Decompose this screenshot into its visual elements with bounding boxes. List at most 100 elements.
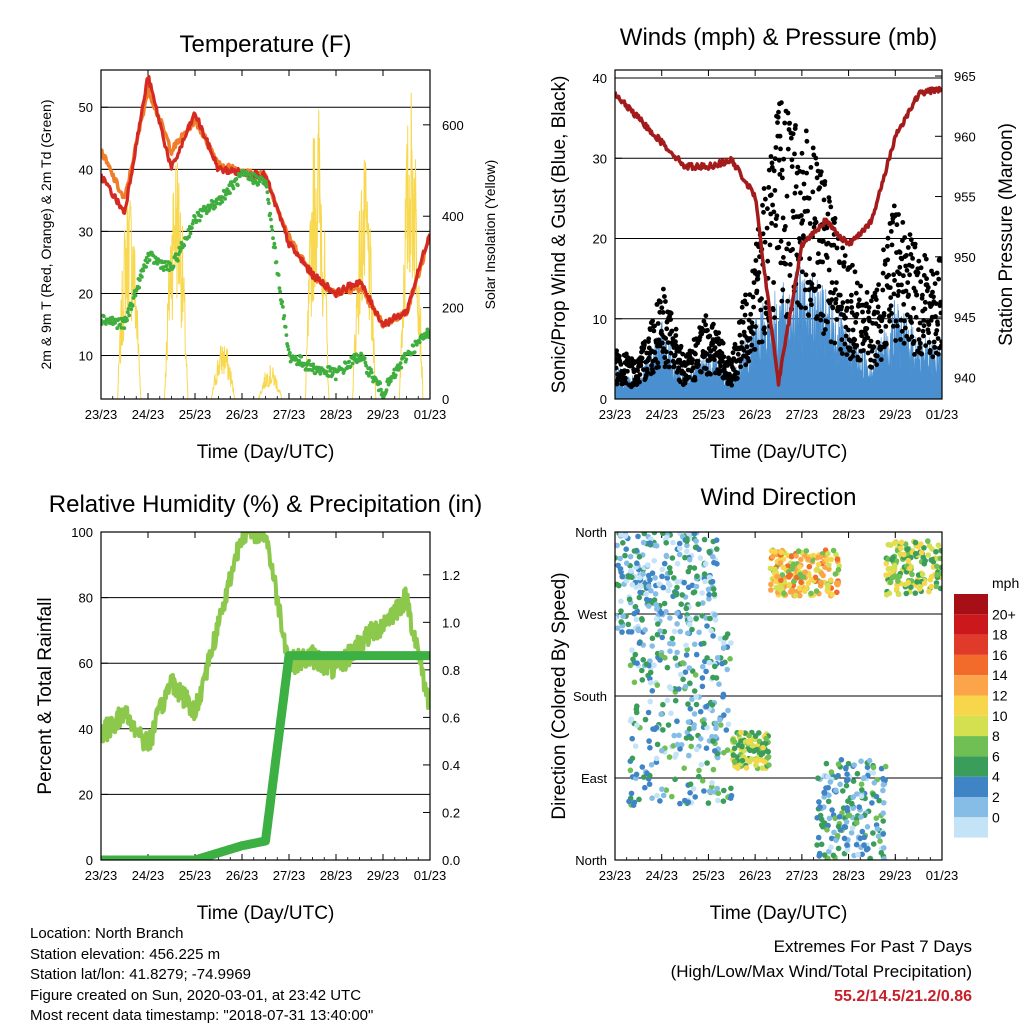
direction-point: [922, 557, 928, 564]
direction-point: [854, 816, 860, 822]
gust-point: [663, 299, 668, 304]
direction-point: [712, 663, 718, 670]
direction-point: [933, 583, 939, 590]
dewpoint-point: [125, 318, 129, 323]
y-tick-label-right: 955: [954, 190, 976, 205]
direction-point: [683, 735, 690, 741]
gust-point: [853, 320, 859, 325]
direction-point: [618, 608, 624, 614]
direction-point: [629, 647, 635, 653]
latlon-text: Station lat/lon: 41.8279; -74.9969: [30, 966, 252, 984]
direction-point: [887, 579, 894, 586]
gust-point: [786, 241, 791, 247]
gust-point: [850, 353, 856, 359]
direction-point: [668, 710, 674, 717]
direction-point: [674, 741, 681, 748]
direction-point: [826, 792, 832, 798]
gust-point: [771, 280, 776, 285]
dewpoint-point: [284, 333, 289, 337]
direction-point: [798, 579, 804, 586]
direction-point: [907, 565, 913, 572]
direction-point: [681, 579, 687, 586]
direction-point: [836, 814, 843, 820]
direction-point: [880, 818, 886, 824]
direction-point: [646, 583, 652, 590]
direction-point: [627, 767, 634, 774]
direction-point: [680, 676, 686, 683]
gust-point: [784, 193, 790, 199]
direction-point: [806, 563, 813, 570]
direction-point: [615, 555, 618, 561]
direction-point: [861, 775, 867, 781]
y-tick-label-right: 0: [442, 392, 449, 407]
direction-point: [712, 748, 718, 754]
recent-text: Most recent data timestamp: "2018-07-31 …: [30, 1007, 374, 1025]
gust-point: [779, 298, 785, 304]
dewpoint-point: [271, 236, 275, 241]
x-tick-label: 29/23: [879, 868, 912, 883]
gust-point: [655, 360, 661, 366]
direction-point: [652, 591, 659, 597]
gust-point: [912, 241, 918, 247]
gust-point: [917, 320, 923, 326]
direction-point: [880, 831, 887, 837]
direction-point: [630, 656, 636, 662]
direction-point: [898, 539, 905, 546]
x-tick-label: 23/23: [599, 407, 632, 422]
dewpoint-point: [127, 313, 132, 318]
gust-point: [663, 349, 669, 355]
gust-point: [880, 287, 886, 293]
direction-point: [676, 540, 683, 547]
direction-point: [664, 575, 671, 581]
direction-point: [716, 681, 722, 687]
gust-point: [737, 332, 743, 338]
gust-point: [916, 337, 922, 342]
gust-point: [930, 354, 936, 360]
gust-point: [771, 168, 777, 174]
dewpoint-point: [286, 347, 291, 352]
direction-point: [717, 635, 724, 642]
direction-point: [834, 556, 841, 562]
gust-point: [905, 280, 911, 285]
y-tick-label-left: 40: [79, 722, 93, 737]
direction-point: [645, 709, 652, 716]
gust-point: [780, 175, 785, 181]
direction-point: [831, 829, 837, 836]
direction-point: [661, 560, 668, 567]
dewpoint-point: [326, 374, 331, 378]
gust-point: [792, 151, 797, 157]
direction-point: [626, 574, 633, 580]
gust-point: [719, 350, 725, 356]
gust-point: [789, 157, 795, 163]
direction-point: [904, 546, 911, 553]
direction-point: [702, 561, 709, 567]
dewpoint-point: [264, 184, 269, 189]
direction-point: [834, 832, 841, 839]
gust-point: [635, 368, 640, 373]
direction-point: [648, 762, 655, 768]
gust-point: [842, 341, 848, 347]
gust-point: [897, 271, 902, 277]
gust-point: [854, 311, 860, 317]
gust-point: [934, 328, 940, 333]
gust-point: [816, 284, 822, 289]
direction-point: [653, 601, 659, 608]
direction-point: [918, 541, 924, 547]
gust-point: [698, 369, 704, 375]
gust-point: [767, 242, 773, 248]
gust-point: [843, 333, 849, 339]
gust-point: [658, 299, 663, 305]
direction-point: [633, 706, 640, 712]
direction-point: [647, 540, 653, 546]
direction-point: [751, 748, 757, 754]
plot-frame: [100, 531, 431, 861]
gust-point: [909, 264, 915, 269]
dewpoint-point: [274, 260, 279, 264]
dewpoint-point: [248, 172, 253, 176]
dewpoint-point: [122, 326, 127, 330]
y-tick-label-left: North: [575, 525, 607, 540]
x-tick-label: 29/23: [367, 407, 400, 422]
dewpoint-point: [388, 379, 393, 383]
gust-point: [899, 328, 905, 334]
dewpoint-point: [379, 387, 383, 392]
